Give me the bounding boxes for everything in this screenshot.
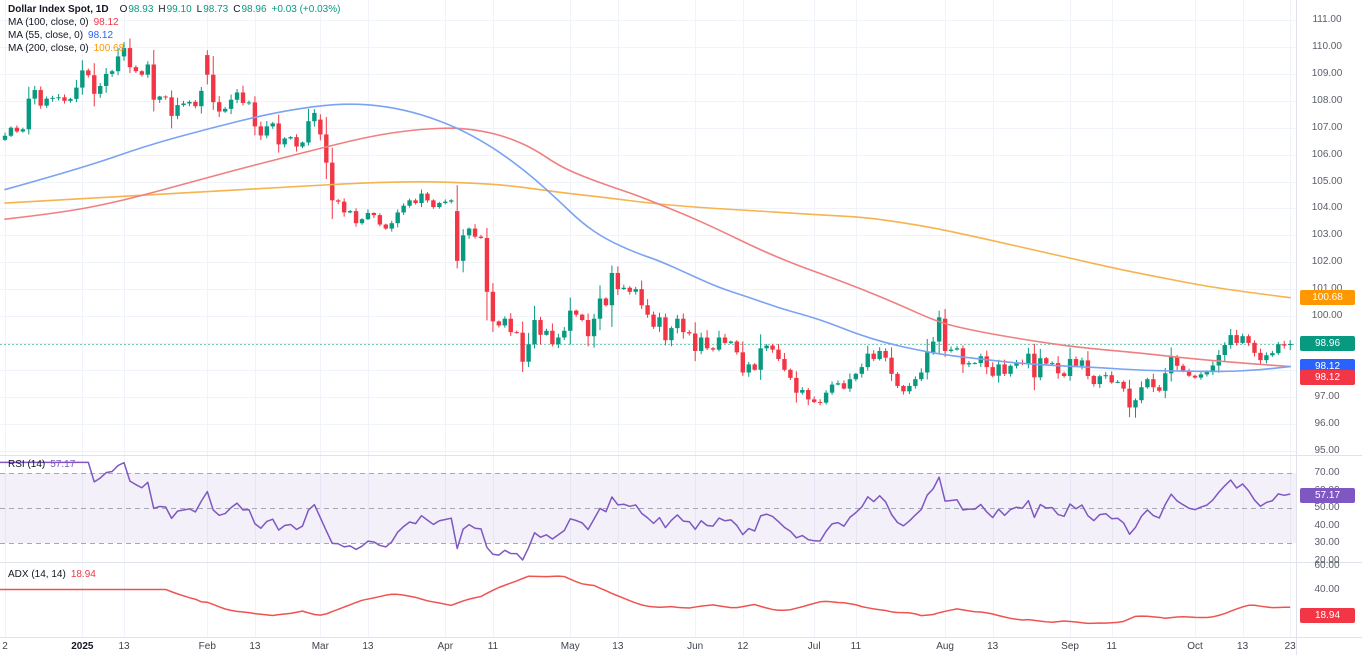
price-axis-label: 105.00 bbox=[1311, 175, 1343, 187]
price-axis-label: 101.00 bbox=[1311, 283, 1343, 295]
ohlc-value: 98.96 bbox=[241, 4, 267, 15]
adx-axis-label: 60.00 bbox=[1314, 560, 1340, 571]
time-axis-label[interactable]: 13 bbox=[987, 641, 999, 652]
rsi-axis-label: 70.00 bbox=[1314, 467, 1340, 478]
time-axis-label[interactable]: Apr bbox=[437, 641, 454, 652]
rsi-axis-label: 50.00 bbox=[1314, 502, 1340, 513]
ma-value: 98.12 bbox=[88, 30, 114, 41]
time-axis-label[interactable]: Oct bbox=[1187, 641, 1203, 652]
ma200-price-badge: 100.68 bbox=[1300, 290, 1355, 306]
price-axis-label: 96.00 bbox=[1314, 417, 1340, 429]
time-axis-label[interactable]: 13 bbox=[118, 641, 130, 652]
ohlc-value: 99.10 bbox=[166, 4, 192, 15]
ohlc-value: 98.73 bbox=[203, 4, 229, 15]
time-axis-label[interactable]: 2 bbox=[2, 641, 8, 652]
ma-legend-row-200[interactable]: MA (200, close, 0) 100.68 bbox=[8, 42, 340, 55]
adx-legend-row[interactable]: ADX (14, 14) 18.94 bbox=[8, 569, 96, 580]
time-axis-label[interactable]: May bbox=[560, 641, 580, 652]
price-axis-label: 106.00 bbox=[1311, 148, 1343, 160]
price-axis-label: 104.00 bbox=[1311, 202, 1343, 214]
time-axis-label[interactable]: Jun bbox=[687, 641, 704, 652]
adx-axis-label: 40.00 bbox=[1314, 584, 1340, 595]
ohlc-key: H bbox=[158, 4, 166, 15]
time-axis-label[interactable]: Sep bbox=[1061, 641, 1079, 652]
ma-legend-rows: MA (100, close, 0) 98.12 MA (55, close, 0)… bbox=[8, 16, 340, 55]
adx-label: ADX (14, 14) bbox=[8, 569, 66, 580]
adx-value: 18.94 bbox=[70, 569, 96, 580]
ma-value: 98.12 bbox=[93, 17, 119, 28]
rsi-axis-label: 30.00 bbox=[1314, 537, 1340, 548]
time-axis-label[interactable]: 11 bbox=[850, 641, 862, 652]
ohlc-key: C bbox=[233, 4, 241, 15]
time-axis-label[interactable]: Feb bbox=[198, 641, 216, 652]
ma100-price-badge: 98.12 bbox=[1300, 370, 1355, 386]
price-axis-label: 102.00 bbox=[1311, 256, 1343, 268]
price-axis-label: 109.00 bbox=[1311, 67, 1343, 79]
price-axis-label: 103.00 bbox=[1311, 229, 1343, 241]
rsi-label: RSI (14) bbox=[8, 459, 46, 470]
price-axis-label: 108.00 bbox=[1311, 94, 1343, 106]
last-price-badge: 98.96 bbox=[1300, 336, 1355, 352]
time-axis-label[interactable]: 23 bbox=[1284, 641, 1296, 652]
time-axis-label[interactable]: 11 bbox=[487, 641, 499, 652]
ohlc-key: O bbox=[119, 4, 128, 15]
adx-value-badge: 18.94 bbox=[1300, 607, 1355, 623]
rsi-value-badge: 57.17 bbox=[1300, 487, 1355, 503]
rsi-value: 57.17 bbox=[50, 459, 76, 470]
time-axis-label[interactable]: 13 bbox=[249, 641, 261, 652]
time-axis-label[interactable]: 11 bbox=[1106, 641, 1117, 652]
time-axis-label[interactable]: 13 bbox=[362, 641, 374, 652]
price-axis-label: 95.00 bbox=[1314, 444, 1340, 456]
price-axis-label: 107.00 bbox=[1311, 121, 1343, 133]
time-axis-label[interactable]: Jul bbox=[807, 641, 821, 652]
time-axis-label[interactable]: Mar bbox=[311, 641, 329, 652]
rsi-axis-label: 20.00 bbox=[1314, 554, 1340, 566]
ohlc-key: L bbox=[196, 4, 203, 15]
time-axis-label[interactable]: 13 bbox=[1237, 641, 1249, 652]
time-axis-label[interactable]: 2025 bbox=[71, 641, 94, 652]
rsi-legend-row[interactable]: RSI (14) 57.17 bbox=[8, 459, 75, 470]
change-value: +0.03 (+0.03%) bbox=[271, 4, 341, 15]
ohlc-value: 98.93 bbox=[128, 4, 154, 15]
price-axis-label: 110.00 bbox=[1312, 41, 1342, 52]
price-axis-label: 97.00 bbox=[1314, 390, 1340, 402]
ma-legend-row-55[interactable]: MA (55, close, 0) 98.12 bbox=[8, 29, 340, 42]
main-series-legend[interactable]: Dollar Index Spot, 1D O98.93 H99.10 L98.73 C… bbox=[8, 3, 340, 55]
price-axis-label: 111.00 bbox=[1312, 14, 1342, 26]
ohlc-values: O98.93 H99.10 L98.73 C98.96 bbox=[115, 4, 267, 15]
time-axis-label[interactable]: Aug bbox=[936, 641, 954, 652]
ma-label: MA (55, close, 0) bbox=[8, 30, 84, 41]
ma-label: MA (100, close, 0) bbox=[8, 17, 89, 28]
price-axis-label: 100.00 bbox=[1311, 310, 1343, 321]
time-axis-label[interactable]: 13 bbox=[612, 641, 624, 652]
ma-value: 100.68 bbox=[93, 43, 125, 54]
ma-label: MA (200, close, 0) bbox=[8, 43, 89, 54]
rsi-axis-label: 40.00 bbox=[1314, 519, 1340, 531]
time-axis-label[interactable]: 12 bbox=[737, 641, 749, 652]
symbol-title: Dollar Index Spot, 1D bbox=[8, 4, 109, 15]
symbol-summary-row[interactable]: Dollar Index Spot, 1D O98.93 H99.10 L98.73 C… bbox=[8, 3, 340, 16]
ma-legend-row-100[interactable]: MA (100, close, 0) 98.12 bbox=[8, 16, 340, 29]
